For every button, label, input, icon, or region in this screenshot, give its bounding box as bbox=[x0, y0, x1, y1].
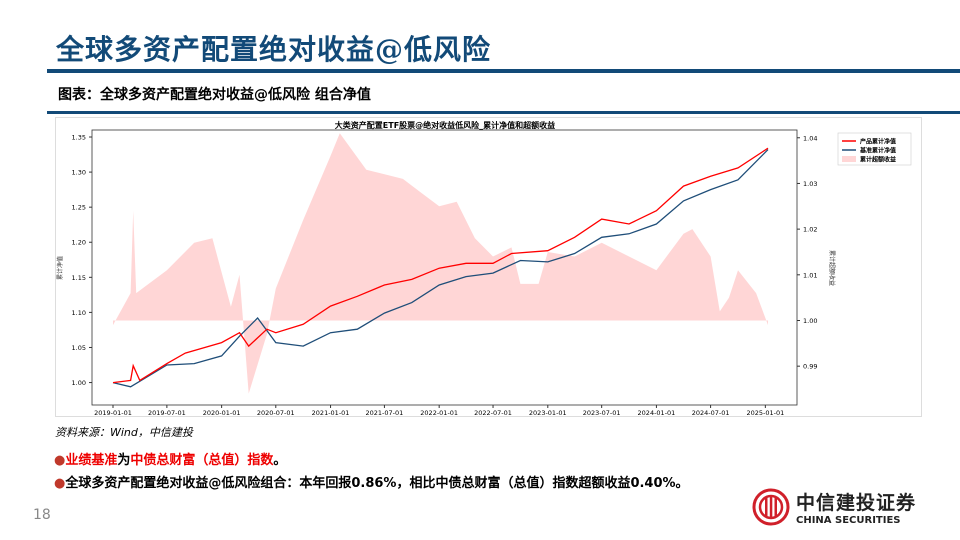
y-axis-label: 累计净值 bbox=[56, 256, 64, 280]
x-tick-label: 2025-01-01 bbox=[746, 409, 784, 417]
company-logo: 中信建投证券 CHINA SECURITIES bbox=[752, 488, 916, 526]
x-tick-label: 2020-07-01 bbox=[257, 409, 295, 417]
bullet-benchmark: ●业绩基准为中债总财富（总值）指数。 bbox=[54, 449, 286, 468]
x-tick-label: 2022-01-01 bbox=[420, 409, 458, 417]
product-nav-line bbox=[112, 147, 769, 384]
title-divider bbox=[47, 69, 960, 73]
figure-caption: 图表：全球多资产配置绝对收益@低风险 组合净值 bbox=[58, 87, 371, 103]
chart-frame bbox=[55, 117, 922, 417]
y-tick-label: 1.20 bbox=[72, 239, 86, 247]
y-tick-label: 1.00 bbox=[72, 379, 86, 387]
legend-label: 累计超额收益 bbox=[860, 156, 896, 164]
excess-return-area bbox=[113, 133, 769, 394]
x-tick-label: 2024-01-01 bbox=[638, 409, 676, 417]
x-tick-label: 2024-07-01 bbox=[692, 409, 730, 417]
y-tick-label: 1.15 bbox=[72, 274, 86, 282]
y2-tick-label: 1.01 bbox=[803, 271, 817, 279]
x-tick-label: 2019-07-01 bbox=[148, 409, 186, 417]
y2-tick-label: 1.03 bbox=[803, 180, 817, 188]
y2-tick-label: 1.02 bbox=[803, 226, 817, 234]
x-tick-label: 2021-07-01 bbox=[366, 409, 404, 417]
x-tick-label: 2021-01-01 bbox=[312, 409, 350, 417]
x-tick-label: 2023-01-01 bbox=[529, 409, 567, 417]
text: 为 bbox=[117, 453, 131, 468]
legend-swatch bbox=[842, 156, 856, 162]
legend-label: 产品累计净值 bbox=[860, 138, 896, 146]
y2-tick-label: 0.99 bbox=[803, 363, 817, 371]
caption-divider bbox=[47, 111, 960, 114]
bullet-performance: ●全球多资产配置绝对收益@低风险组合：本年回报0.86%，相比中债总财富（总值）… bbox=[54, 472, 689, 491]
page-number: 18 bbox=[33, 507, 51, 523]
y-tick-label: 1.10 bbox=[72, 309, 86, 317]
bullet-icon: ● bbox=[54, 476, 66, 491]
benchmark-index: 中债总财富（总值）指数 bbox=[130, 453, 274, 468]
logo-name-en: CHINA SECURITIES bbox=[796, 515, 901, 526]
y-tick-label: 1.05 bbox=[72, 344, 86, 352]
x-tick-label: 2022-07-01 bbox=[474, 409, 512, 417]
text: 。 bbox=[273, 453, 287, 468]
y2-axis-label: 累计超额收益 bbox=[828, 250, 836, 286]
x-tick-label: 2019-01-01 bbox=[94, 409, 132, 417]
plot-area bbox=[91, 129, 798, 406]
y2-tick-label: 1.04 bbox=[803, 134, 817, 142]
page-title: 全球多资产配置绝对收益@低风险 bbox=[56, 33, 492, 66]
y-tick-label: 1.30 bbox=[72, 169, 86, 177]
x-tick-label: 2023-07-01 bbox=[583, 409, 621, 417]
logo-name-cn: 中信建投证券 bbox=[796, 492, 917, 514]
bullet-icon: ● bbox=[54, 453, 66, 468]
x-tick-label: 2020-01-01 bbox=[203, 409, 241, 417]
y-tick-label: 1.25 bbox=[72, 204, 86, 212]
legend-label: 基准累计净值 bbox=[859, 147, 896, 155]
y-tick-label: 1.35 bbox=[72, 134, 86, 142]
citic-logo-icon bbox=[752, 488, 790, 526]
y2-tick-label: 1.00 bbox=[803, 317, 817, 325]
benchmark-nav-line bbox=[112, 149, 769, 388]
benchmark-label: 业绩基准 bbox=[65, 453, 118, 468]
performance-text: 全球多资产配置绝对收益@低风险组合：本年回报0.86%，相比中债总财富（总值）指… bbox=[65, 476, 689, 491]
chart-title: 大类资产配置ETF股票@绝对收益低风险_累计净值和超额收益 bbox=[335, 120, 555, 130]
source-note: 资料来源：Wind，中信建投 bbox=[55, 426, 193, 439]
